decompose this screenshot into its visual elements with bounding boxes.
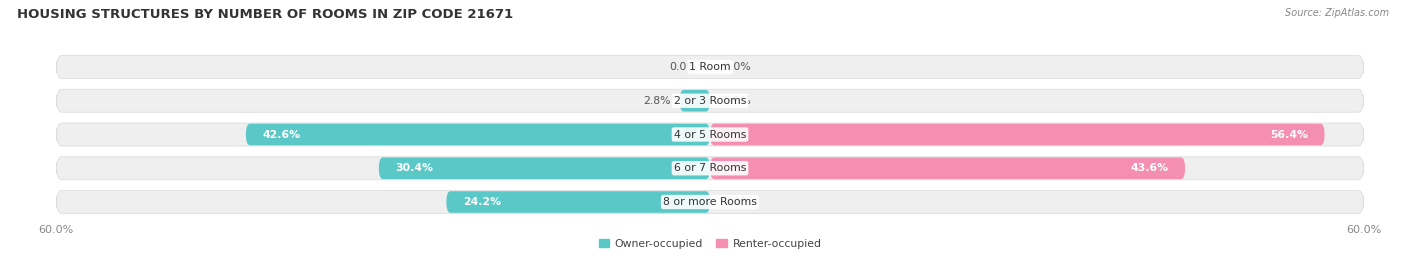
Text: 2 or 3 Rooms: 2 or 3 Rooms <box>673 96 747 106</box>
FancyBboxPatch shape <box>679 90 710 112</box>
FancyBboxPatch shape <box>378 157 710 179</box>
FancyBboxPatch shape <box>710 157 1185 179</box>
Text: 8 or more Rooms: 8 or more Rooms <box>664 197 756 207</box>
Text: 42.6%: 42.6% <box>262 129 301 140</box>
FancyBboxPatch shape <box>56 190 1364 214</box>
FancyBboxPatch shape <box>56 55 1364 79</box>
Text: 4 or 5 Rooms: 4 or 5 Rooms <box>673 129 747 140</box>
Text: 43.6%: 43.6% <box>1130 163 1168 173</box>
Text: Source: ZipAtlas.com: Source: ZipAtlas.com <box>1285 8 1389 18</box>
Text: 1 Room: 1 Room <box>689 62 731 72</box>
FancyBboxPatch shape <box>246 124 710 145</box>
Text: 0.0%: 0.0% <box>669 62 697 72</box>
FancyBboxPatch shape <box>56 157 1364 180</box>
Text: 0.0%: 0.0% <box>723 197 751 207</box>
Text: 24.2%: 24.2% <box>463 197 501 207</box>
FancyBboxPatch shape <box>56 89 1364 112</box>
FancyBboxPatch shape <box>710 124 1324 145</box>
FancyBboxPatch shape <box>56 123 1364 146</box>
Text: 0.0%: 0.0% <box>723 62 751 72</box>
FancyBboxPatch shape <box>446 191 710 213</box>
Text: 0.0%: 0.0% <box>723 96 751 106</box>
Text: 6 or 7 Rooms: 6 or 7 Rooms <box>673 163 747 173</box>
Legend: Owner-occupied, Renter-occupied: Owner-occupied, Renter-occupied <box>595 234 825 253</box>
Text: 30.4%: 30.4% <box>395 163 433 173</box>
Text: 56.4%: 56.4% <box>1270 129 1308 140</box>
Text: 2.8%: 2.8% <box>644 96 671 106</box>
Text: HOUSING STRUCTURES BY NUMBER OF ROOMS IN ZIP CODE 21671: HOUSING STRUCTURES BY NUMBER OF ROOMS IN… <box>17 8 513 21</box>
